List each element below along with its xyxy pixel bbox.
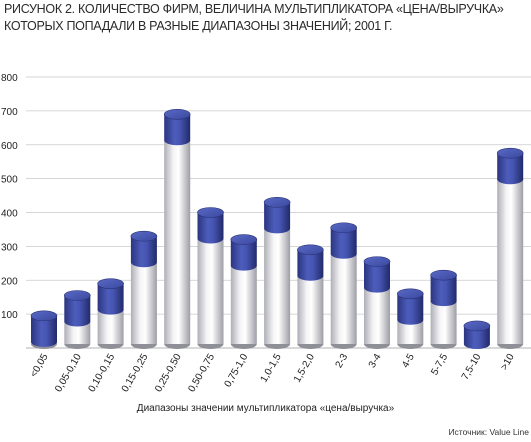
bar-top [97, 278, 124, 289]
y-tick-label: 800 [1, 73, 18, 84]
x-tick-label: 0,50-0,75 [186, 352, 217, 394]
bar [230, 234, 258, 349]
bar [363, 256, 391, 349]
y-tick-label: 700 [1, 107, 18, 118]
bar-body [130, 262, 157, 344]
bars [30, 108, 524, 349]
bar-body [264, 228, 291, 344]
bar-top [197, 207, 224, 218]
bar-cap [130, 236, 157, 268]
x-tick-label: 0,25-0,50 [153, 352, 184, 394]
bar [496, 147, 524, 349]
x-tick-label: 0,10-0,15 [87, 352, 118, 394]
bar-top [230, 234, 258, 245]
x-tick-label: <0,05 [28, 352, 50, 380]
bar-body [364, 287, 390, 344]
y-tick-label: 600 [1, 141, 18, 152]
bar-top [463, 320, 491, 332]
x-tick-label: 1,5-2,0 [292, 352, 317, 385]
bar-body [197, 238, 224, 344]
bar [130, 230, 158, 349]
x-tick-label: 4-5 [400, 352, 417, 370]
x-tick-label: 5-7,5 [429, 352, 450, 378]
bar-cap [264, 202, 291, 234]
x-tick-label: 0,75-1,0 [223, 352, 251, 390]
bar-body [164, 140, 191, 344]
y-tick-label: 300 [1, 242, 18, 253]
x-tick-label: 0,05-0,10 [53, 352, 84, 394]
bar-top [130, 230, 158, 242]
y-tick-label: 500 [1, 175, 18, 186]
bar-top [163, 108, 191, 120]
bar-top [330, 222, 358, 234]
bar [396, 288, 424, 349]
bar-body [64, 321, 91, 344]
y-tick-label: 400 [1, 209, 18, 220]
bar-body [497, 179, 524, 344]
bar-body [430, 301, 457, 344]
bar [430, 269, 457, 349]
bar-top [363, 256, 391, 267]
x-tick-label: >10 [499, 352, 517, 373]
bar-cap [497, 153, 524, 185]
source-note: Источник: Value Line [448, 427, 529, 437]
bar-cap [97, 283, 124, 315]
bar-cap [297, 249, 324, 281]
chart-title: РИСУНОК 2. КОЛИЧЕСТВО ФИРМ, ВЕЛИЧИНА МУЛ… [4, 2, 504, 33]
bar-cap [31, 315, 57, 347]
bar-top [297, 244, 324, 256]
bar [297, 244, 324, 349]
x-axis-label: Диапазоны значении мультипликатора «цена… [136, 403, 395, 414]
bar-cap [364, 261, 390, 293]
bar-top [64, 290, 91, 301]
x-tick-label: 3-4 [367, 352, 384, 370]
bar [463, 320, 491, 349]
bar-cap [164, 114, 191, 146]
bar [64, 290, 91, 349]
bar [197, 207, 224, 349]
bar-cap [397, 293, 424, 325]
y-axis: 100 200 300 400 500 600 700 800 [1, 73, 18, 321]
bar-body [230, 265, 257, 344]
bar-body [97, 309, 124, 344]
bar-top [263, 197, 291, 208]
bar-cap [64, 295, 91, 327]
bar-cap [463, 325, 490, 349]
x-tick-label: 1,0-1,5 [259, 352, 284, 385]
bar [163, 108, 191, 349]
y-tick-label: 100 [1, 310, 18, 321]
bar-top [396, 288, 424, 300]
x-axis: <0,05 0,05-0,10 0,10-0,15 0,15-0,25 0,25-0,5… [28, 352, 517, 394]
bar-cap [230, 239, 257, 271]
bar-cap [430, 275, 457, 307]
x-tick-label: 0,15-0,25 [120, 352, 151, 394]
bar [30, 310, 58, 349]
x-tick-label: 7,5-10 [460, 352, 484, 382]
bar-top [430, 269, 457, 281]
x-tick-label: 2-3 [334, 352, 351, 370]
bar-cap [330, 227, 357, 259]
bar-top [30, 310, 58, 322]
bar-body [330, 253, 357, 344]
bar [97, 278, 124, 349]
bar [263, 197, 291, 349]
bar-top [496, 147, 524, 159]
bar [330, 222, 358, 349]
bar-body [297, 275, 324, 344]
y-tick-label: 200 [1, 276, 18, 287]
bar-cap [197, 212, 224, 244]
